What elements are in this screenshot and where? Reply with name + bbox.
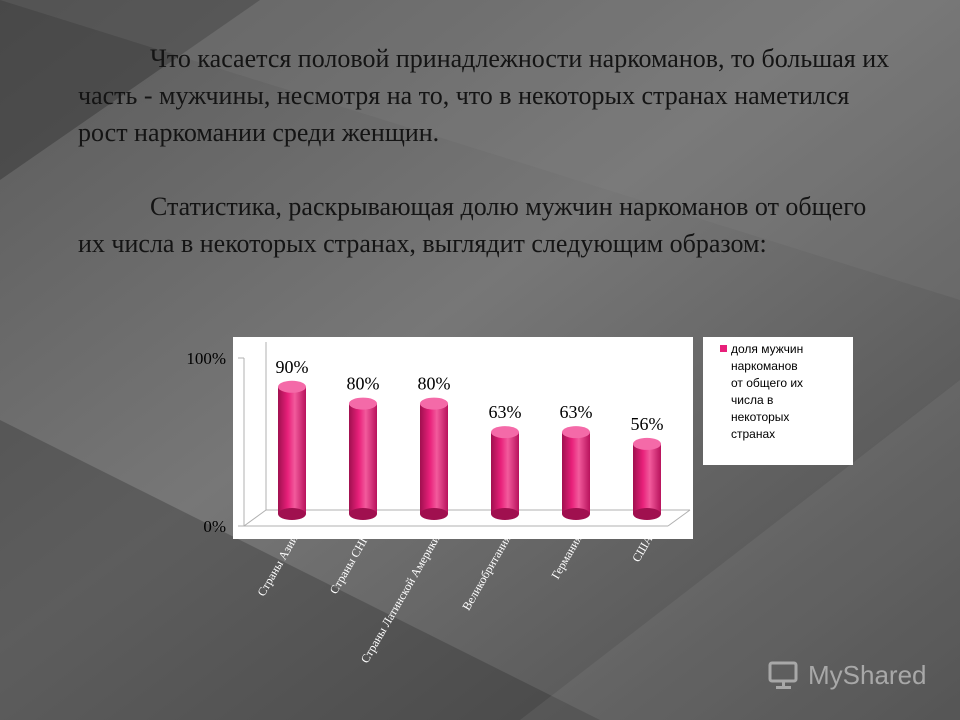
- bar-base: [420, 508, 448, 520]
- bar-base: [349, 508, 377, 520]
- bar: [349, 403, 377, 514]
- data-label: 63%: [489, 402, 522, 422]
- bar-top: [278, 380, 306, 393]
- bar-top: [420, 397, 448, 410]
- data-label: 80%: [418, 374, 451, 394]
- legend-swatch: [720, 345, 727, 352]
- category-label: Великобритания: [459, 532, 514, 613]
- floor-right-edge: [667, 509, 691, 527]
- intro-paragraph: Что касается половой принадлежности нарк…: [78, 44, 890, 147]
- plot-area: [233, 337, 693, 539]
- legend-box: [703, 337, 853, 465]
- bar: [491, 432, 519, 514]
- data-label: 90%: [276, 357, 309, 377]
- bar-base: [633, 508, 661, 520]
- bar: [420, 403, 448, 514]
- bar-top: [491, 426, 519, 439]
- bar: [633, 443, 661, 514]
- watermark: MyShared: [768, 656, 938, 696]
- presentation-icon: [768, 661, 798, 689]
- floor-left-edge: [243, 509, 267, 527]
- category-label: Страны Азии: [254, 532, 301, 599]
- legend-text: числа в: [731, 393, 773, 407]
- category-label: Германия: [548, 532, 585, 581]
- legend-text: от общего их: [731, 376, 803, 390]
- bar: [562, 432, 590, 514]
- y-tick-label: 0%: [203, 517, 226, 536]
- bar-base: [562, 508, 590, 520]
- legend-text: странах: [731, 427, 775, 441]
- data-label: 80%: [347, 374, 380, 394]
- bar: [278, 386, 306, 514]
- statistics-paragraph: Статистика, раскрывающая долю мужчин нар…: [78, 192, 867, 258]
- bar-top: [349, 397, 377, 410]
- legend-text: некоторых: [731, 410, 789, 424]
- bar-base: [491, 508, 519, 520]
- category-label: Страны Латинской Америки: [358, 532, 443, 666]
- category-label: Страны СНГ: [327, 532, 372, 596]
- data-label: 56%: [631, 414, 664, 434]
- y-tick-label: 100%: [186, 349, 226, 368]
- legend-text: доля мужчин: [731, 342, 803, 356]
- data-label: 63%: [560, 402, 593, 422]
- bar-base: [278, 508, 306, 520]
- bar-top: [633, 437, 661, 450]
- legend-text: наркоманов: [731, 359, 798, 373]
- watermark-text: MyShared: [808, 660, 927, 690]
- bar-top: [562, 426, 590, 439]
